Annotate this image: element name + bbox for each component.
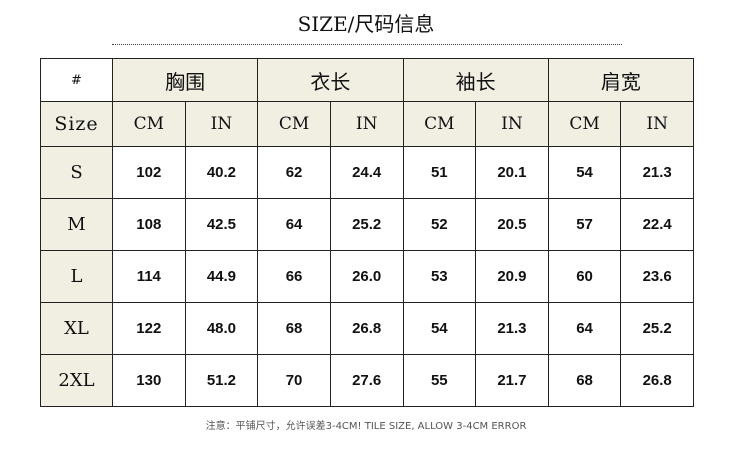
measurement-cell: 66 [257,250,331,303]
unit-row: Size CM IN CM IN CM IN CM IN [40,101,694,147]
measurement-cell: 60 [547,250,622,303]
measurement-cell: 54 [547,146,622,199]
measurement-cell: 21.7 [475,354,549,407]
group-header: 袖长 [402,58,549,102]
measurement-cell: 25.2 [329,198,404,251]
measurement-cell: 24.4 [329,146,404,199]
measurement-cell: 26.0 [329,250,404,303]
measurement-cell: 64 [257,198,331,251]
measurement-cell: 57 [547,198,622,251]
measurement-cell: 68 [547,354,622,407]
size-label: 2XL [40,354,113,407]
measurement-cell: 20.1 [475,146,549,199]
measurement-cell: 26.8 [620,354,694,407]
unit-header: IN [329,101,404,147]
measurement-cell: 20.9 [475,250,549,303]
measurement-cell: 55 [402,354,477,407]
note: 注意：平铺尺寸，允许误差3-4CM! TILE SIZE, ALLOW 3-4C… [205,421,527,432]
size-row: M 108 42.5 64 25.2 52 20.5 57 22.4 [40,198,694,251]
size-row: S 102 40.2 62 24.4 51 20.1 54 21.3 [40,146,694,199]
title: SIZE/尺码信息 [297,12,435,36]
measurement-cell: 108 [112,198,186,251]
measurement-cell: 48.0 [184,302,259,355]
measurement-cell: 68 [257,302,331,355]
unit-header: CM [112,101,186,147]
unit-header: IN [620,101,694,147]
measurement-cell: 122 [112,302,186,355]
corner-cell: # [40,58,113,102]
size-label: M [40,198,113,251]
unit-label: Size [40,101,113,147]
group-header-row: # 胸围 衣长 袖长 肩宽 [40,58,695,102]
group-header: 肩宽 [547,58,695,102]
measurement-cell: 54 [402,302,477,355]
size-row: L 114 44.9 66 26.0 53 20.9 60 23.6 [40,250,694,303]
size-label: L [40,250,113,303]
size-row: 2XL 130 51.2 70 27.6 55 21.7 68 26.8 [40,354,694,407]
measurement-cell: 102 [112,146,186,199]
measurement-cell: 27.6 [329,354,404,407]
measurement-cell: 21.3 [620,146,694,199]
measurement-cell: 70 [257,354,331,407]
size-label: S [40,146,113,199]
measurement-cell: 20.5 [475,198,549,251]
measurement-cell: 23.6 [620,250,694,303]
measurement-cell: 25.2 [620,302,694,355]
size-row: XL 122 48.0 68 26.8 54 21.3 64 25.2 [40,302,694,355]
measurement-cell: 114 [112,250,186,303]
measurement-cell: 51.2 [184,354,259,407]
measurement-cell: 51 [402,146,477,199]
measurement-cell: 42.5 [184,198,259,251]
measurement-cell: 22.4 [620,198,694,251]
measurement-cell: 44.9 [184,250,259,303]
measurement-cell: 64 [547,302,622,355]
group-header: 胸围 [111,58,259,102]
unit-header: CM [257,101,331,147]
measurement-cell: 52 [402,198,477,251]
measurement-cell: 40.2 [184,146,259,199]
unit-header: IN [184,101,259,147]
size-table: # 胸围 衣长 袖长 肩宽 Size CM IN CM IN CM IN CM IN S 102 40.2 62 2… [40,58,695,407]
unit-header: CM [402,101,477,147]
measurement-cell: 130 [112,354,186,407]
measurement-cell: 62 [257,146,331,199]
measurement-cell: 53 [402,250,477,303]
group-header: 衣长 [257,58,404,102]
unit-header: CM [547,101,622,147]
measurement-cell: 26.8 [329,302,404,355]
size-label: XL [40,302,113,355]
divider [112,44,622,45]
measurement-cell: 21.3 [475,302,549,355]
unit-header: IN [475,101,549,147]
